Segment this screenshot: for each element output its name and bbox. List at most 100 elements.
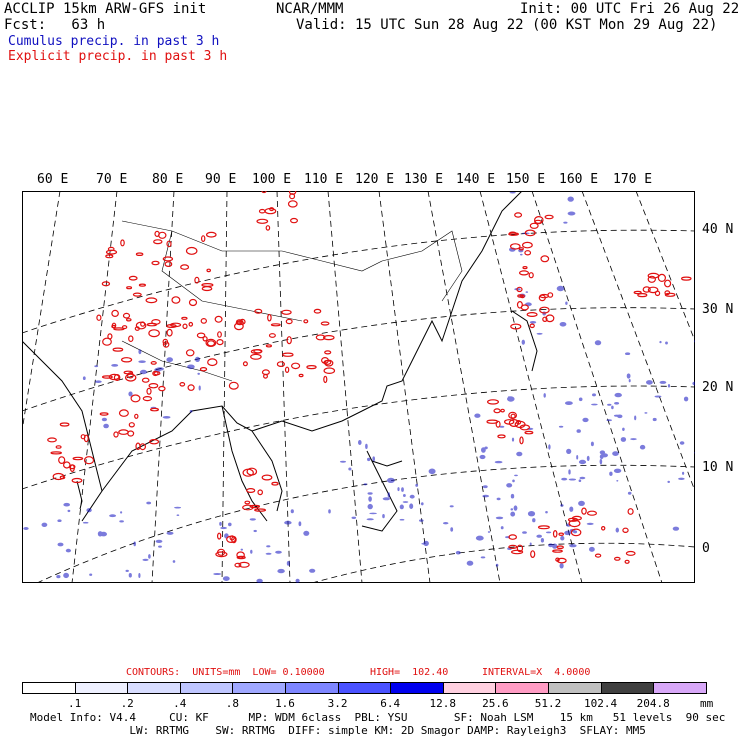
cumulus-precip-cell: [187, 364, 195, 370]
explicit-precip-cell: [236, 555, 246, 560]
lon-label: 110 E: [304, 172, 344, 187]
explicit-precip-cell: [246, 488, 256, 494]
cumulus-precip-cell: [290, 509, 294, 514]
explicit-precip-cell: [256, 218, 269, 224]
cumulus-precip-cell: [532, 518, 536, 523]
cumulus-precip-cell: [89, 573, 93, 576]
explicit-precip-cell: [128, 335, 134, 343]
explicit-precip-cell: [286, 336, 292, 345]
explicit-precip-cell: [246, 467, 258, 476]
cumulus-precip-cell: [480, 556, 486, 559]
cumulus-precip-cell: [82, 376, 86, 380]
explicit-precip-cell: [180, 264, 190, 270]
explicit-precip-cell: [215, 551, 228, 558]
explicit-precip-cell: [510, 323, 522, 330]
cumulus-precip-cell: [613, 468, 622, 473]
cumulus-precip-cell: [63, 502, 70, 507]
lat-label: 20 N: [702, 380, 734, 395]
cumulus-precip-cell: [97, 531, 103, 537]
colorbar-unit: mm: [700, 697, 714, 710]
explicit-precip-cell: [249, 504, 261, 509]
cumulus-precip-cell: [569, 544, 577, 548]
cumulus-precip-cell: [220, 526, 228, 530]
explicit-precip-cell: [539, 293, 549, 299]
colorbar-label: 25.6: [482, 697, 509, 710]
explicit-precip-cell: [625, 550, 636, 556]
cumulus-precip-cell: [82, 521, 89, 524]
explicit-precip-cell: [510, 413, 516, 419]
cumulus-precip-cell: [197, 372, 200, 375]
explicit-precip-cell: [185, 349, 195, 357]
explicit-precip-cell: [162, 256, 174, 262]
lat-label: 40 N: [702, 222, 734, 237]
explicit-precip-cell: [254, 308, 263, 314]
explicit-precip-cell: [519, 436, 524, 445]
colorbar-label: 12.8: [429, 697, 457, 710]
explicit-precip-cell: [298, 373, 304, 378]
cumulus-precip-cell: [616, 480, 619, 482]
explicit-precip-cell: [238, 561, 250, 568]
cumulus-precip-cell: [351, 516, 357, 519]
cumulus-precip-cell: [423, 540, 429, 547]
cumulus-precip-cell: [625, 352, 631, 355]
explicit-precip-cell: [282, 352, 294, 357]
cumulus-precip-cell: [679, 441, 685, 445]
cumulus-precip-cell: [228, 522, 232, 527]
cumulus-precip-cell: [397, 487, 400, 492]
cumulus-precip-cell: [482, 485, 488, 489]
cumulus-precip-cell: [256, 578, 263, 583]
cumulus-precip-cell: [298, 521, 302, 527]
cumulus-precip-cell: [529, 542, 532, 546]
explicit-precip-cell: [261, 474, 273, 481]
cumulus-precip-cell: [522, 531, 527, 534]
explicit-precip-cell: [68, 464, 76, 470]
cumulus-precip-cell: [567, 196, 574, 202]
explicit-precip-cell: [120, 357, 133, 363]
cumulus-precip-cell: [620, 437, 627, 442]
explicit-precip-cell: [171, 296, 181, 304]
explicit-precip-cell: [187, 384, 195, 391]
cumulus-precip-cell: [479, 454, 486, 460]
explicit-precip-cell: [253, 348, 263, 354]
cumulus-precip-cell: [576, 429, 581, 433]
explicit-precip-cell: [500, 408, 505, 413]
cumulus-precip-cell: [578, 479, 582, 483]
cumulus-precip-cell: [529, 321, 537, 324]
explicit-precip-cell: [205, 338, 217, 347]
explicit-precip-cell: [518, 247, 524, 251]
cumulus-precip-cell: [103, 423, 109, 429]
explicit-precip-cell: [254, 508, 267, 512]
explicit-precip-cell: [134, 326, 140, 331]
cumulus-precip-cell: [86, 508, 92, 513]
cumulus-precip-cell: [155, 539, 163, 543]
cumulus-precip-cell: [138, 360, 146, 363]
explicit-precip-cell: [153, 239, 163, 245]
cumulus-precip-cell: [548, 543, 554, 548]
lat-lon-grid: [22, 191, 695, 583]
lat-label: 0: [702, 541, 710, 556]
explicit-precip-cell: [128, 275, 138, 281]
cumulus-precip-cell: [176, 514, 180, 516]
explicit-precip-cell: [663, 279, 672, 288]
explicit-precip-cell: [520, 294, 525, 299]
colorbar-label: 204.8: [636, 697, 670, 710]
cumulus-precip-cell: [266, 545, 271, 548]
explicit-precip-cell: [633, 290, 642, 295]
cumulus-precip-cell: [646, 380, 653, 385]
explicit-precip-cell: [257, 489, 264, 496]
explicit-precip-cell: [271, 481, 279, 486]
explicit-precip-cell: [166, 240, 172, 248]
explicit-precip-cell: [236, 319, 244, 324]
explicit-precip-cell: [146, 387, 152, 395]
explicit-precip-cell: [508, 419, 520, 428]
cumulus-precip-cell: [23, 527, 29, 530]
explicit-precip-cell: [514, 212, 523, 218]
cumulus-precip-cell: [495, 516, 504, 520]
cumulus-precip-cell: [506, 483, 513, 488]
explicit-precip-cell: [516, 286, 523, 293]
colorbar-label: .4: [173, 697, 187, 710]
explicit-precip-cell: [586, 510, 597, 516]
cumulus-precip-cell: [511, 437, 515, 442]
cumulus-precip-cell: [189, 410, 193, 413]
cumulus-precip-cell: [369, 512, 377, 515]
